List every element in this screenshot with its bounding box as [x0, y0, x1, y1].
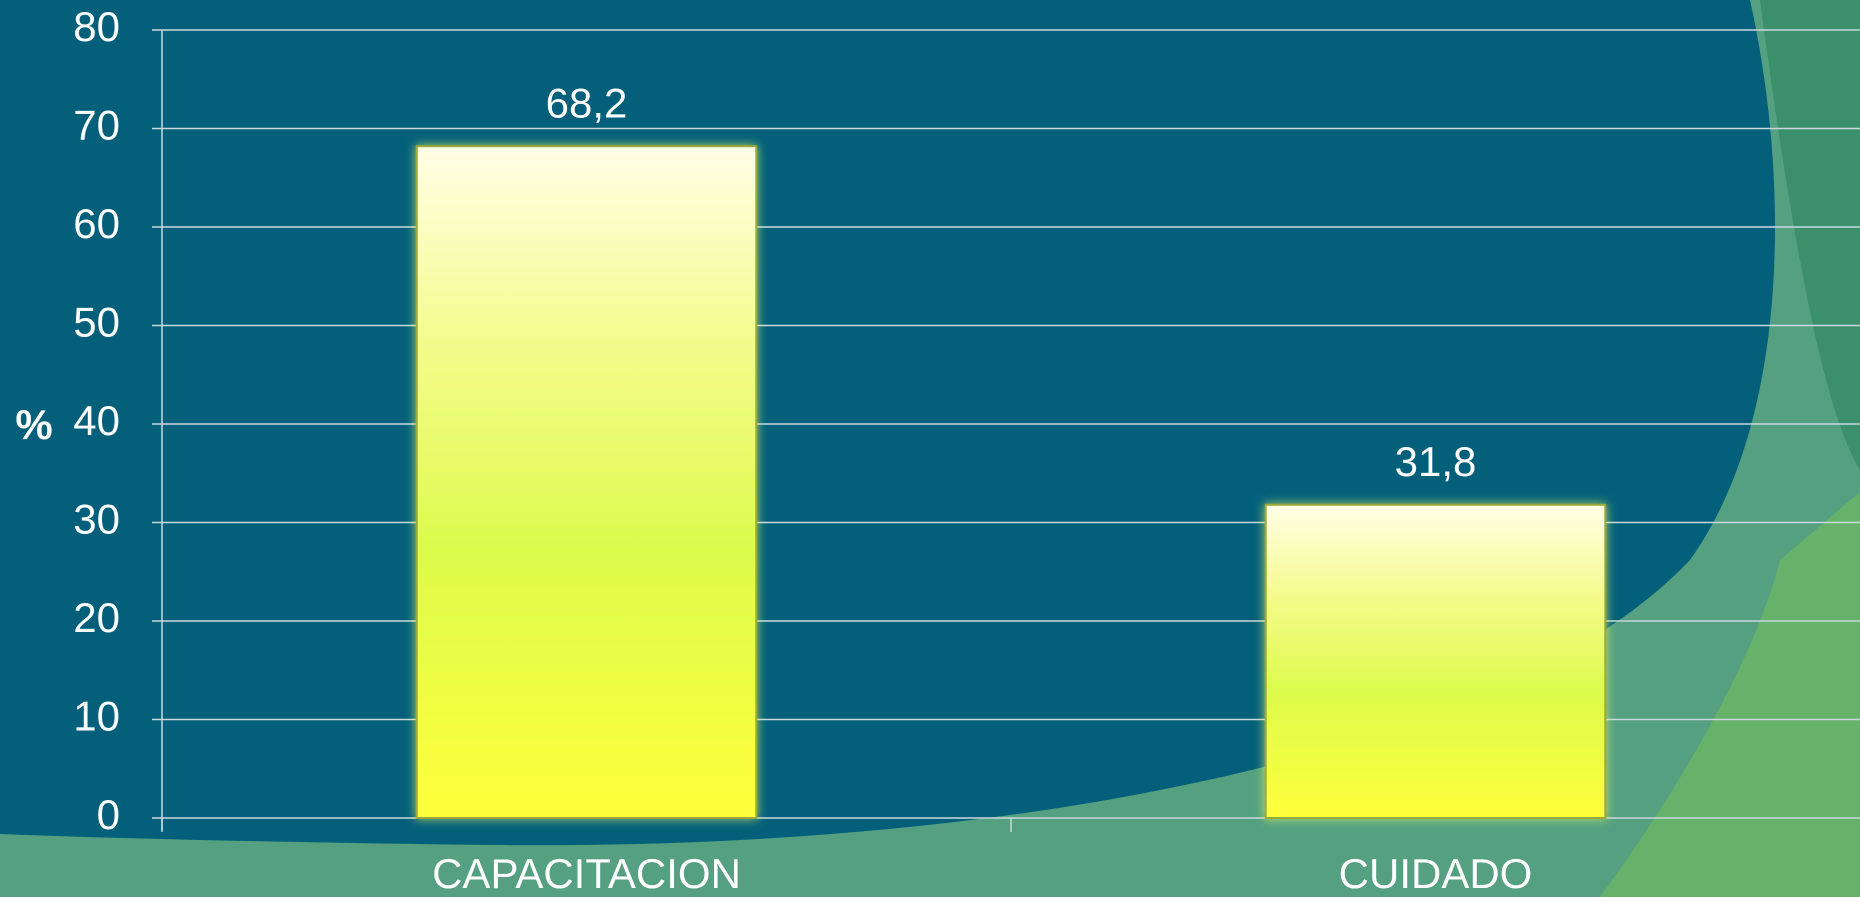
bg-shape-light: [1600, 492, 1860, 897]
y-tick-label: 0: [97, 791, 120, 838]
data-label: 68,2: [546, 79, 628, 126]
y-tick-label: 20: [73, 594, 120, 641]
y-axis-label: %: [15, 401, 52, 448]
y-tick-label: 40: [73, 397, 120, 444]
bar: [1264, 503, 1607, 819]
bg-shape-green: [1750, 0, 1860, 470]
y-tick-label: 30: [73, 496, 120, 543]
bar: [415, 145, 758, 820]
y-tick-label: 70: [73, 102, 120, 149]
x-tick-label: CUIDADO: [1339, 850, 1533, 897]
x-tick-label: CAPACITACION: [432, 850, 741, 897]
y-tick-label: 50: [73, 299, 120, 346]
y-tick-label: 10: [73, 693, 120, 740]
data-label: 31,8: [1395, 438, 1477, 485]
y-tick-label: 60: [73, 200, 120, 247]
y-tick-label: 80: [73, 3, 120, 50]
